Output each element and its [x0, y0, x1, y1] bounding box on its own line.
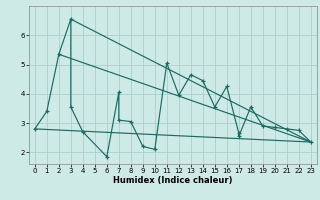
- X-axis label: Humidex (Indice chaleur): Humidex (Indice chaleur): [113, 176, 233, 185]
